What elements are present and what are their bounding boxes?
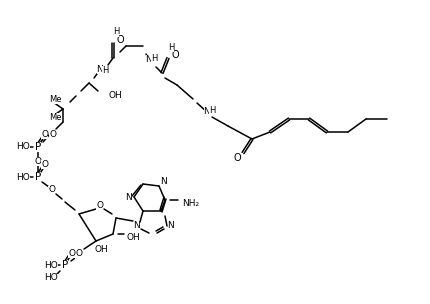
Text: Me: Me <box>49 95 61 105</box>
Text: O: O <box>96 201 103 209</box>
Text: N: N <box>167 222 174 230</box>
Text: O: O <box>49 130 56 140</box>
Text: N: N <box>133 220 140 230</box>
Text: OH: OH <box>94 244 108 254</box>
Text: HO: HO <box>44 274 58 282</box>
Text: H: H <box>101 67 108 75</box>
Text: O: O <box>171 50 178 60</box>
Text: O: O <box>68 248 75 257</box>
Text: N: N <box>145 56 152 64</box>
Text: O: O <box>41 130 49 140</box>
Text: OH: OH <box>127 233 141 243</box>
Text: O: O <box>116 35 123 45</box>
Text: N: N <box>96 65 103 74</box>
Text: N: N <box>125 194 132 202</box>
Text: OH: OH <box>109 92 123 101</box>
Text: N: N <box>203 108 210 116</box>
Text: P: P <box>35 172 41 182</box>
Text: HO: HO <box>16 172 30 181</box>
Text: H: H <box>167 43 174 51</box>
Text: O: O <box>41 161 49 170</box>
Text: H: H <box>150 54 157 64</box>
Text: H: H <box>208 106 215 116</box>
Text: NH₂: NH₂ <box>181 199 199 208</box>
Text: O: O <box>75 250 82 258</box>
Text: P: P <box>62 260 68 270</box>
Text: N: N <box>160 178 167 186</box>
Text: HO: HO <box>16 143 30 151</box>
Text: O: O <box>233 153 240 163</box>
Text: H: H <box>113 27 119 36</box>
Text: P: P <box>35 142 41 152</box>
Text: O: O <box>49 185 55 195</box>
Text: O: O <box>34 157 41 167</box>
Text: Me: Me <box>49 113 61 123</box>
Text: HO: HO <box>44 261 58 270</box>
